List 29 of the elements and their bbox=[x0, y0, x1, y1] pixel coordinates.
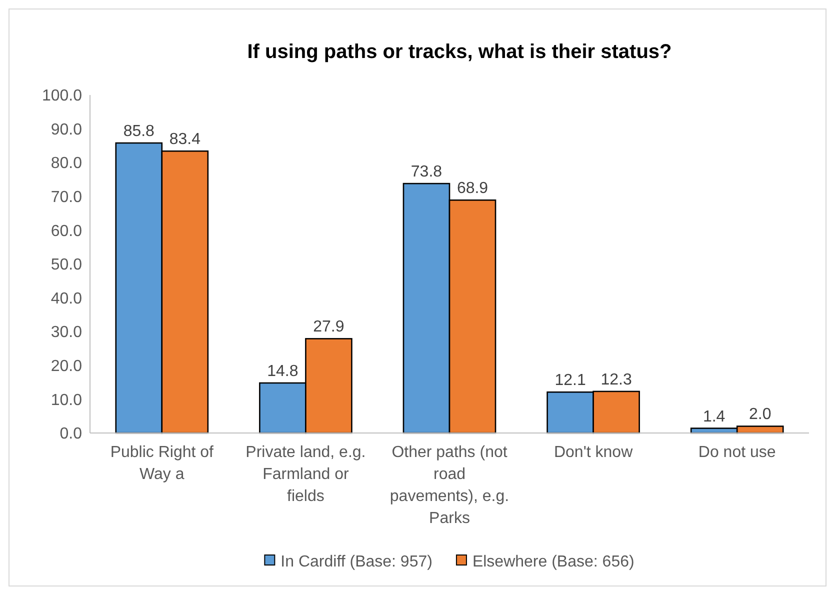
legend-label: In Cardiff (Base: 957) bbox=[280, 554, 432, 571]
y-tick-label: 0.0 bbox=[60, 426, 82, 443]
x-tick-label: Do not use bbox=[698, 444, 776, 461]
y-tick-label: 100.0 bbox=[42, 88, 82, 105]
data-label: 12.1 bbox=[554, 372, 586, 390]
x-tick-label: Other paths (not road pavements), e.g. Parks bbox=[390, 444, 510, 527]
data-label: 85.8 bbox=[123, 122, 155, 140]
data-label: 27.9 bbox=[313, 318, 344, 336]
y-tick-label: 60.0 bbox=[50, 222, 82, 240]
y-tick-label: 80.0 bbox=[50, 155, 82, 172]
x-tick-label: Private land, e.g. Farmland or fields bbox=[246, 444, 366, 505]
data-label: 68.9 bbox=[456, 180, 488, 198]
y-tick-label: 90.0 bbox=[50, 121, 82, 138]
data-label: 73.8 bbox=[410, 164, 442, 181]
y-tick-label: 40.0 bbox=[50, 290, 82, 308]
data-label: 1.4 bbox=[702, 408, 726, 426]
data-label: 14.8 bbox=[267, 362, 298, 380]
data-label: 83.4 bbox=[169, 131, 201, 148]
y-tick-label: 50.0 bbox=[50, 256, 82, 274]
x-tick-label: Don't know bbox=[554, 444, 634, 461]
chart-title: If using paths or tracks, what is their status? bbox=[247, 41, 672, 63]
y-tick-label: 10.0 bbox=[50, 392, 82, 409]
data-label: 12.3 bbox=[600, 371, 632, 388]
y-tick-label: 70.0 bbox=[50, 189, 82, 206]
legend-label: Elsewhere (Base: 656) bbox=[472, 554, 634, 571]
x-tick-label: Public Right of Way a bbox=[110, 444, 214, 483]
y-tick-label: 30.0 bbox=[50, 324, 82, 342]
data-label: 2.0 bbox=[748, 406, 772, 424]
y-tick-label: 20.0 bbox=[50, 358, 82, 375]
